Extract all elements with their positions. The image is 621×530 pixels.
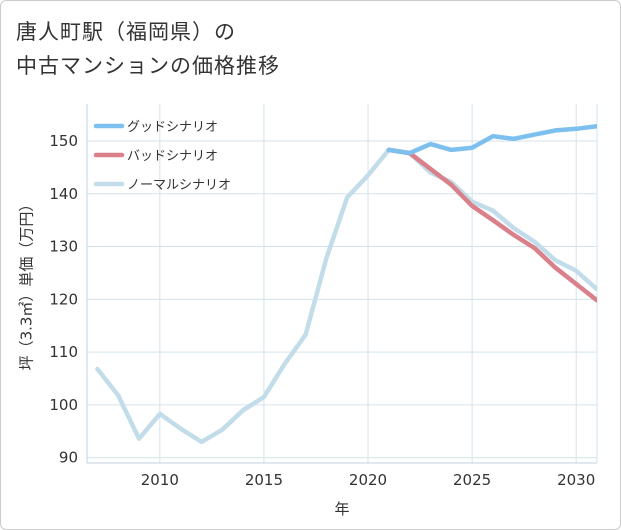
legend-label-bad: バッドシナリオ (127, 149, 218, 164)
x-tick-2020: 2020 (349, 471, 387, 489)
x-tick-2010: 2010 (141, 471, 179, 489)
series-lines (95, 123, 597, 445)
legend-label-normal: ノーマルシナリオ (127, 178, 231, 193)
series-line-bad (386, 147, 597, 303)
y-axis-title: 坪（3.3㎡）単価（万円） (18, 197, 36, 371)
y-tick-140: 140 (49, 185, 78, 203)
series-line-normal (95, 147, 597, 445)
chart-title: 唐人町駅（福岡県）の 中古マンションの価格推移 (16, 15, 280, 83)
y-tick-150: 150 (49, 132, 78, 150)
x-tick-2025: 2025 (453, 471, 491, 489)
x-axis-title: 年 (334, 500, 349, 518)
y-tick-110: 110 (49, 343, 78, 361)
x-tick-2030: 2030 (557, 471, 595, 489)
y-tick-120: 120 (49, 290, 78, 308)
y-tick-90: 90 (59, 449, 78, 467)
y-tick-100: 100 (49, 396, 78, 414)
series-line-good (386, 123, 597, 156)
legend-label-good: グッドシナリオ (127, 120, 218, 135)
grid-lines (86, 104, 598, 464)
chart-title-line-1: 唐人町駅（福岡県）の (16, 20, 236, 44)
chart-title-line-2: 中古マンションの価格推移 (16, 54, 280, 78)
tick-labels: 2010 2015 2020 2025 2030 90 100 110 120 130 140 150 (49, 132, 595, 489)
y-tick-130: 130 (49, 238, 78, 256)
x-tick-2015: 2015 (245, 471, 283, 489)
